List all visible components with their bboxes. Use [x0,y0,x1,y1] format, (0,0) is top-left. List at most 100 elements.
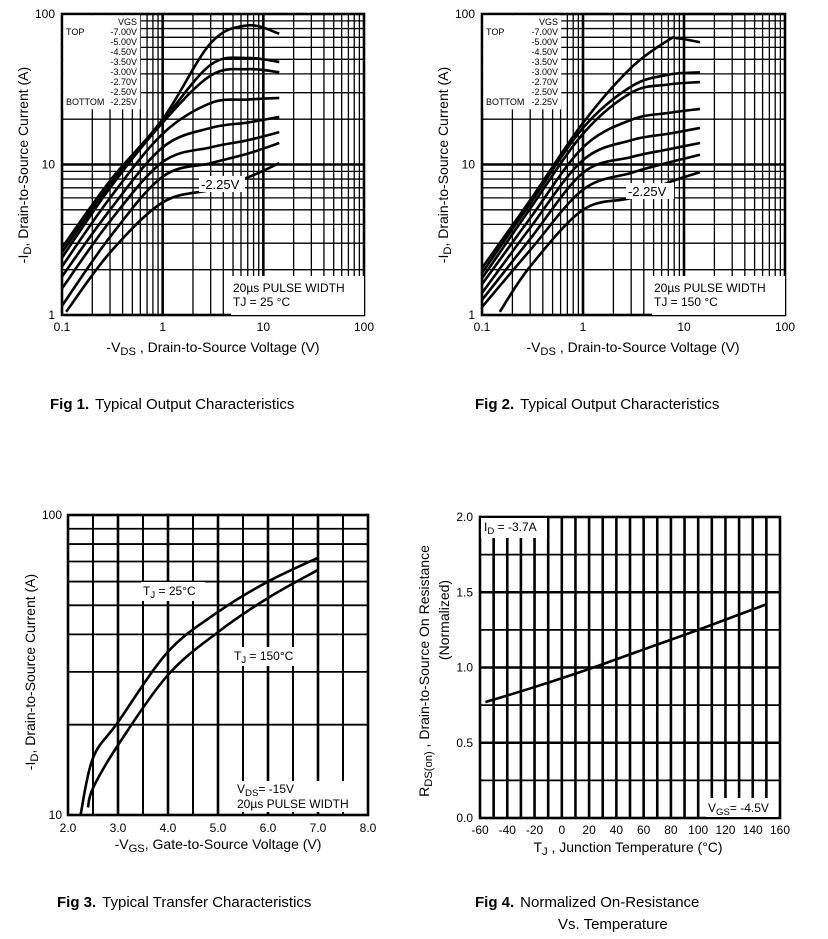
annotation-text-part: 20µs PULSE WIDTH [654,281,766,295]
annotation: -2.25V [626,183,674,199]
x-tick-label: 100 [688,823,708,837]
annotation-text: VDS= -15V [237,782,294,799]
x-axis-label-part: -V [106,339,121,355]
plot-frame [60,12,366,317]
fig1-caption-text: Typical Output Characteristics [95,396,295,413]
annotation-text-part: DS [245,788,258,799]
annotation-box [481,518,547,538]
annotation: TJ = 25°C [141,582,205,601]
x-tick-label: 10 [257,320,271,334]
annotation-text: TJ = 150 °C [654,295,718,309]
y-tick-label: 10 [49,808,63,822]
x-axis-label-part: -V [115,836,130,852]
y-tick-label: 0.5 [456,736,473,750]
legend-entry: -4.50V [110,47,137,57]
fig4-caption-text: Normalized On-Resistance [520,894,700,911]
legend: VGS TOP -7.00V-5.00V-4.50V-3.50V-3.00V-2.7… [63,15,141,110]
y-axis-label-part: -I [22,762,38,771]
legend-title: VGS [118,17,137,27]
x-axis-label-part: DS [120,346,136,358]
legend-box [483,15,562,110]
x-tick-label: 0.1 [54,320,71,334]
legend-entry: -3.50V [110,57,137,67]
legend: VGS TOP -7.00V-5.00V-4.50V-3.50V-3.00V-2.7… [483,15,562,110]
x-tick-label: 100 [775,320,795,334]
annotation-text-part: = 25°C [155,584,196,598]
annotation-box [232,647,308,666]
legend-entry: -2.50V [531,87,558,97]
legend-entry: -5.00V [110,37,137,47]
legend-box [63,15,141,110]
annotation-text-part: = -15V [258,782,294,796]
series-line-6 [480,141,701,301]
annotation-text-part: TJ = 150 °C [654,295,718,309]
fig2-label: Fig 2. [475,396,515,413]
y-tick-label: 1.0 [456,661,473,675]
series-line-3 [480,80,701,280]
x-tick-label: 6.0 [260,821,277,835]
x-tick-label: 20 [582,823,596,837]
y-axis-label-part: R [416,787,432,797]
annotation-text-part: GS [716,807,730,818]
y-tick-label: 1.5 [456,585,473,599]
legend-bottom-label: BOTTOM [486,97,524,107]
y-tick-label: 1 [48,308,55,322]
annotation-text: ID = -3.7A [484,520,537,537]
fig1-caption: Fig 1. Typical Output Characteristics [50,396,294,413]
x-axis-label-part: , Drain-to-Source Voltage (V) [136,339,320,355]
x-tick-label: 40 [610,823,624,837]
series-line-3 [60,67,280,259]
annotation-text-part: = 150°C [246,649,293,663]
legend-top-label: TOP [486,27,504,37]
x-tick-label: 5.0 [210,821,227,835]
annotation-text: TJ = 150°C [234,649,294,666]
y-axis-label-part: -I [435,255,451,264]
x-axis-label-part: , Junction Temperature (°C) [548,839,723,855]
annotation-box [626,183,674,199]
x-axis-label-part: -V [526,339,541,355]
legend-title: VGS [539,17,558,27]
x-tick-label: -40 [499,823,517,837]
y-tick-label: 10 [42,158,56,172]
y-axis-label: RDS(on) , Drain-to-Source On Resistance [416,545,435,797]
annotation-text: 20µs PULSE WIDTH [233,281,345,295]
x-tick-label: 3.0 [110,821,127,835]
x-tick-label: 1 [159,320,166,334]
annotation-text-part: D [487,526,494,537]
series-line-7 [481,153,701,308]
legend-top-label: TOP [66,27,84,37]
annotation-box [231,276,364,315]
y-axis-label-part: D [22,247,34,255]
annotation-text: 20µs PULSE WIDTH [237,797,349,811]
x-axis-label-part: , Drain-to-Source Voltage (V) [556,339,740,355]
fig2-caption-text: Typical Output Characteristics [520,396,720,413]
x-axis-label-part: GS [129,843,145,855]
y-axis-label-part: (Normalized) [436,580,452,660]
annotation: -2.25V [199,176,245,192]
legend-entry: -2.50V [110,87,137,97]
legend-entry: -3.00V [531,67,558,77]
fig3-caption-text: Typical Transfer Characteristics [102,894,312,911]
series-line-2 [86,568,319,808]
y-tick-label: 100 [455,7,475,21]
annotation-text-part: I [484,520,487,534]
annotation-text-part: V [708,801,716,815]
y-axis-label: (Normalized) [436,580,452,660]
legend-entry: -7.00V [531,27,558,37]
series-line-5 [480,126,701,294]
series-line-5 [60,115,280,278]
series-line-1 [485,603,767,704]
series-line-8 [498,170,701,313]
series-line-1 [480,35,701,269]
chart-3: 2.0 3.0 4.0 5.0 6.0 7.0 8.0 10 100 -VGS, Gate-to-… [22,508,377,855]
fig2-caption: Fig 2. Typical Output Characteristics [475,396,719,413]
legend-entry: -2.70V [110,77,137,87]
x-tick-label: 60 [637,823,651,837]
series-line-6 [60,130,280,290]
legend-entry: -2.25V [110,97,137,107]
annotation-box [199,176,245,192]
y-axis-label-part: , Drain-to-Source Current (A) [22,574,38,754]
y-axis-label-part: D [442,247,454,255]
